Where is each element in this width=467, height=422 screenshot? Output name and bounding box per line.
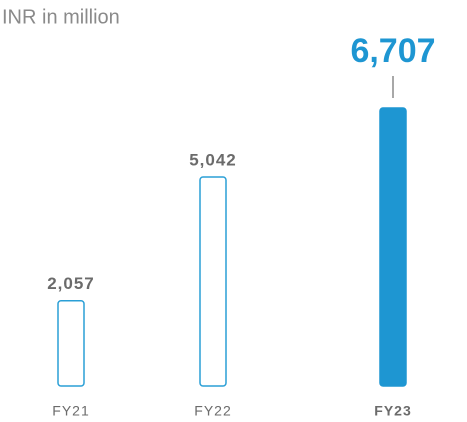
- value-label: 6,707: [350, 32, 435, 70]
- x-tick-label: FY22: [194, 403, 231, 419]
- value-label: 5,042: [189, 150, 237, 169]
- chart-subtitle: INR in million: [2, 6, 120, 28]
- bar: [379, 107, 407, 387]
- bar: [199, 176, 227, 387]
- value-label: 2,057: [47, 274, 95, 293]
- x-tick-label: FY23: [374, 403, 411, 419]
- bar: [57, 299, 85, 387]
- x-tick-label: FY21: [52, 403, 89, 419]
